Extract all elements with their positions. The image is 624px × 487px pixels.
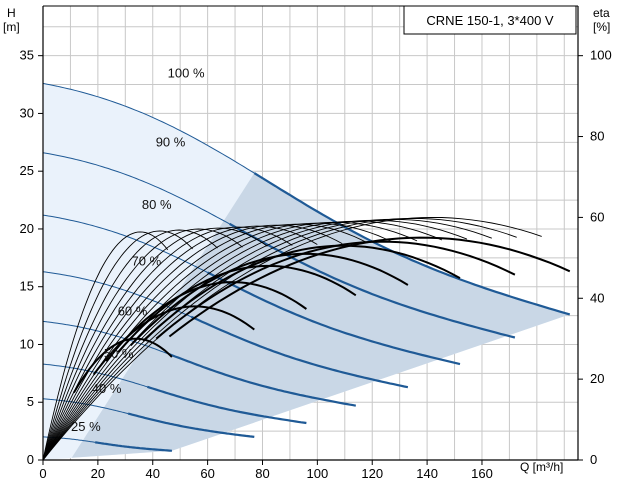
- speed-curve-label: 60 %: [118, 303, 148, 318]
- x-tick-label: 120: [361, 466, 383, 481]
- x-tick-label: 160: [471, 466, 493, 481]
- eta-tick-label: 60: [590, 209, 604, 224]
- x-tick-label: 40: [146, 466, 160, 481]
- y-axis-label-name: H: [7, 6, 16, 20]
- eta-curve-thin: [42, 220, 443, 461]
- eta-curve-thin: [42, 227, 268, 461]
- eta-curve-thin: [42, 230, 193, 461]
- eta-tick-label: 100: [590, 48, 612, 63]
- eta-curve-thin: [42, 224, 343, 461]
- eta-curve-thin: [42, 222, 393, 461]
- eta-curve-thin: [42, 216, 542, 461]
- y-tick-label: 20: [20, 221, 34, 236]
- operating-area-fill: [71, 173, 570, 458]
- eta-curve-thin: [42, 217, 517, 461]
- eta-curve-thin: [42, 221, 418, 461]
- eta-curve-thin: [42, 226, 293, 461]
- speed-curve-label: 70 %: [132, 254, 162, 269]
- y-tick-label: 0: [27, 452, 34, 467]
- speed-curve-thick: [146, 385, 307, 425]
- eta-curve-thin: [42, 231, 169, 461]
- speed-curve-label: 40 %: [92, 381, 122, 396]
- eta-curve-thin: [42, 219, 468, 461]
- speed-curve-thick: [94, 441, 172, 452]
- x-axis-label: Q [m³/h]: [520, 460, 563, 474]
- eta-tick-label: 20: [590, 371, 604, 386]
- eta-tick-label: 0: [590, 452, 597, 467]
- x-tick-label: 80: [255, 466, 269, 481]
- x-tick-label: 20: [91, 466, 105, 481]
- y-tick-label: 35: [20, 48, 34, 63]
- curve-labels: 100 % 90 % 80 % 70 % 60 % 50 % 40 % 25 %: [71, 65, 205, 433]
- eta-tick-label: 80: [590, 129, 604, 144]
- speed-curve-thick: [207, 271, 461, 366]
- eta-axis-label-name: eta: [593, 6, 610, 20]
- eta-curve-thick: [92, 305, 255, 376]
- eta-curve-thin: [42, 228, 243, 461]
- axes: 0 20 40 60 80 100 120 140 160 0 5 10 15 20 25 30 35 0 20 40…: [20, 5, 612, 481]
- speed-curves: [42, 82, 571, 452]
- x-tick-label: 100: [307, 466, 329, 481]
- chart-title: CRNE 150-1, 3*400 V: [426, 13, 554, 28]
- x-tick-label: 0: [39, 466, 46, 481]
- eta-axis-label-unit: [%]: [593, 20, 610, 34]
- title-box: [403, 5, 577, 35]
- x-tick-label: 60: [200, 466, 214, 481]
- eta-curve-thick: [142, 244, 461, 342]
- speed-curve-label: 50 %: [104, 346, 134, 361]
- y-axis-label-unit: [m]: [3, 20, 20, 34]
- eta-tick-label: 40: [590, 290, 604, 305]
- speed-curve-label: 90 %: [156, 135, 186, 150]
- y-tick-label: 25: [20, 163, 34, 178]
- speed-curve-thick: [127, 412, 255, 438]
- speed-curve-thin: [42, 214, 208, 273]
- eta-curve-thick: [117, 264, 357, 353]
- eta-curve-thick: [73, 337, 173, 394]
- eta-curve-thick: [129, 252, 409, 347]
- eta-curve-thin: [42, 229, 218, 461]
- x-tick-label: 140: [416, 466, 438, 481]
- speed-curve-thick: [190, 315, 409, 389]
- efficiency-curves: [42, 216, 571, 461]
- speed-curve-thick: [229, 222, 516, 339]
- speed-curve-label: 80 %: [142, 197, 172, 212]
- y-tick-label: 10: [20, 336, 34, 351]
- y-tick-label: 15: [20, 279, 34, 294]
- y-tick-label: 30: [20, 105, 34, 120]
- eta-curve-thick: [105, 281, 307, 362]
- speed-curve-thin: [42, 82, 255, 174]
- eta-curve-thin: [42, 218, 492, 461]
- speed-curve-thin: [42, 152, 230, 225]
- speed-curve-thick: [168, 353, 357, 407]
- y-tick-label: 5: [27, 394, 34, 409]
- speed-curve-label: 25 %: [71, 419, 101, 434]
- speed-curve-thick: [253, 172, 571, 316]
- speed-curve-label: 100 %: [168, 65, 205, 80]
